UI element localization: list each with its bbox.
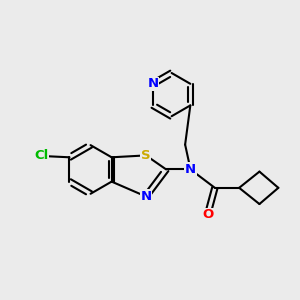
Text: S: S [141,149,151,162]
Text: N: N [147,77,158,90]
Text: N: N [140,190,152,203]
Text: N: N [185,163,196,176]
Text: O: O [202,208,213,221]
Text: Cl: Cl [34,149,48,162]
